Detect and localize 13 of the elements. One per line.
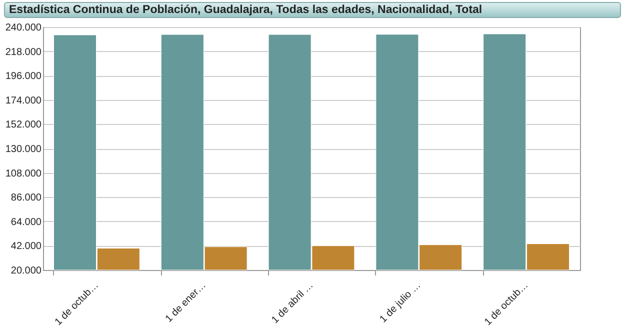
- y-tick-label: 42.000: [10, 241, 42, 252]
- chart-title: Estadística Continua de Población, Guadalajara, Todas las edades, Nacionalidad, Total: [4, 2, 621, 18]
- y-tick-label: 196.000: [5, 71, 42, 82]
- y-tick-label: 86.000: [10, 192, 42, 204]
- y-tick-label: 218.000: [5, 46, 42, 58]
- y-tick-label: 130.000: [5, 144, 42, 155]
- y-tick-label: 20.000: [10, 266, 42, 276]
- y-tick-label: 152.000: [5, 120, 42, 131]
- y-tick-label: 108.000: [5, 168, 42, 180]
- y-tick-label: 64.000: [10, 216, 42, 228]
- y-tick-label: 240.000: [5, 22, 42, 34]
- x-tick-label: 1 de julio …: [378, 280, 424, 326]
- y-tick-label: 174.000: [5, 95, 42, 106]
